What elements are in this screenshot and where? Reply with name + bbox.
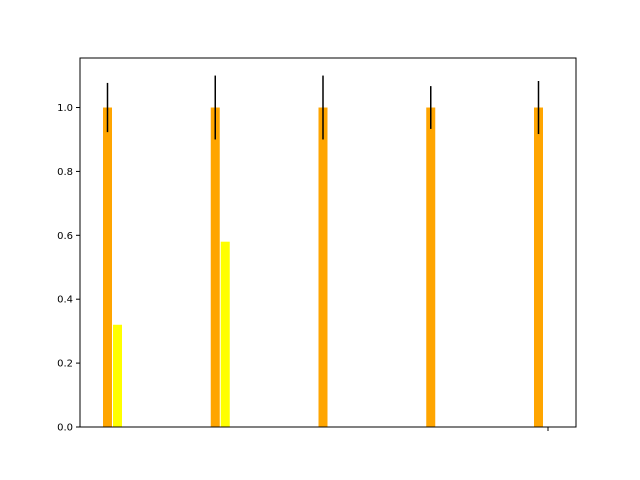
axes-frame (79, 57, 577, 428)
y-tick-label: 0.2 (57, 359, 73, 370)
y-tick-label: 0.8 (57, 167, 73, 178)
y-tick-label: 0.4 (57, 295, 73, 306)
errorbars-layer (106, 75, 540, 140)
bar (113, 324, 122, 427)
y-tick-label: 1.0 (57, 103, 73, 114)
bar (318, 107, 328, 428)
y-tick-label: 0.0 (57, 423, 73, 434)
bar (534, 107, 543, 428)
bar (426, 107, 436, 428)
bar (103, 107, 112, 428)
bar (210, 107, 220, 428)
y-axis: 0.0 0.2 0.4 0.6 0.8 1.0 (57, 103, 80, 434)
bars-layer (103, 107, 543, 428)
bar (220, 241, 230, 427)
y-tick-label: 0.6 (57, 231, 73, 242)
